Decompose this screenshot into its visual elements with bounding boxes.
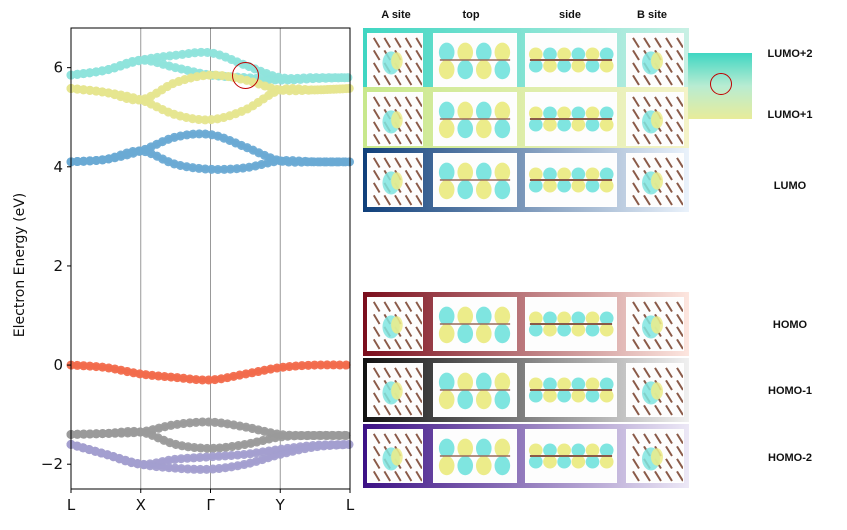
orbital-image-side	[525, 363, 617, 417]
orbital-row	[363, 292, 689, 356]
orbital-image-site	[626, 363, 684, 417]
orbital-row	[363, 87, 689, 151]
x-tick-label: X	[136, 496, 146, 514]
orbital-image-site	[367, 153, 423, 207]
orbital-label: LUMO+1	[767, 109, 813, 121]
orbital-label: LUMO+2	[767, 48, 813, 60]
orbital-image-site	[626, 153, 684, 207]
band-line-core	[70, 148, 351, 172]
band-line-core	[70, 85, 351, 123]
y-tick-label: 0	[53, 356, 63, 374]
orbital-label: HOMO-2	[768, 452, 812, 464]
orbital-row	[363, 28, 689, 92]
orbital-image-side	[525, 429, 617, 483]
orbital-image-side	[525, 92, 617, 146]
orbital-image-site	[626, 33, 684, 87]
x-tick-label: Y	[275, 496, 286, 514]
orbital-label: HOMO	[772, 319, 808, 331]
orbital-image-top	[433, 92, 517, 146]
x-tick-label: L	[346, 496, 355, 514]
axis-ticks: −2 0 2 4 6 L X Γ Y L	[41, 59, 355, 514]
orbital-image-top	[433, 297, 517, 351]
orbital-image-site	[626, 429, 684, 483]
kpoint-gridlines	[140, 28, 281, 489]
orbital-image-top	[433, 363, 517, 417]
orbital-image-site	[367, 297, 423, 351]
orbital-image-side	[525, 33, 617, 87]
y-tick-label: 4	[53, 158, 63, 176]
orbital-image-top	[433, 429, 517, 483]
orbital-label: LUMO	[773, 180, 807, 192]
x-tick-label: L	[67, 496, 76, 514]
orbital-image-side	[525, 297, 617, 351]
orbital-image-site	[367, 92, 423, 146]
orbital-image-top	[433, 33, 517, 87]
band-curves	[66, 47, 355, 474]
orbital-label: HOMO-1	[768, 385, 812, 397]
header-a-site: A site	[381, 9, 411, 21]
y-tick-label: 6	[53, 59, 63, 77]
orbital-row	[363, 358, 689, 422]
y-tick-label: 2	[53, 257, 63, 275]
band-line-core	[70, 441, 351, 472]
band-line-core	[70, 428, 351, 451]
orbital-image-site	[367, 363, 423, 417]
orbital-image-site	[626, 92, 684, 146]
orbital-image-side	[525, 153, 617, 207]
x-tick-label: Γ	[206, 496, 215, 514]
orbital-row	[363, 148, 689, 212]
highlight-marker-chart	[232, 62, 259, 89]
header-side: side	[558, 9, 582, 21]
orbital-image-top	[433, 153, 517, 207]
orbital-image-site	[367, 429, 423, 483]
header-top: top	[462, 9, 480, 21]
header-b-site: B site	[637, 9, 667, 21]
orbital-image-site	[626, 297, 684, 351]
y-axis-label: Electron Energy (eV)	[12, 193, 28, 337]
orbital-row	[363, 424, 689, 488]
orbital-image-site	[367, 33, 423, 87]
y-tick-label: −2	[41, 455, 63, 473]
highlight-marker-legend	[710, 73, 732, 95]
band-line-core	[70, 362, 351, 383]
